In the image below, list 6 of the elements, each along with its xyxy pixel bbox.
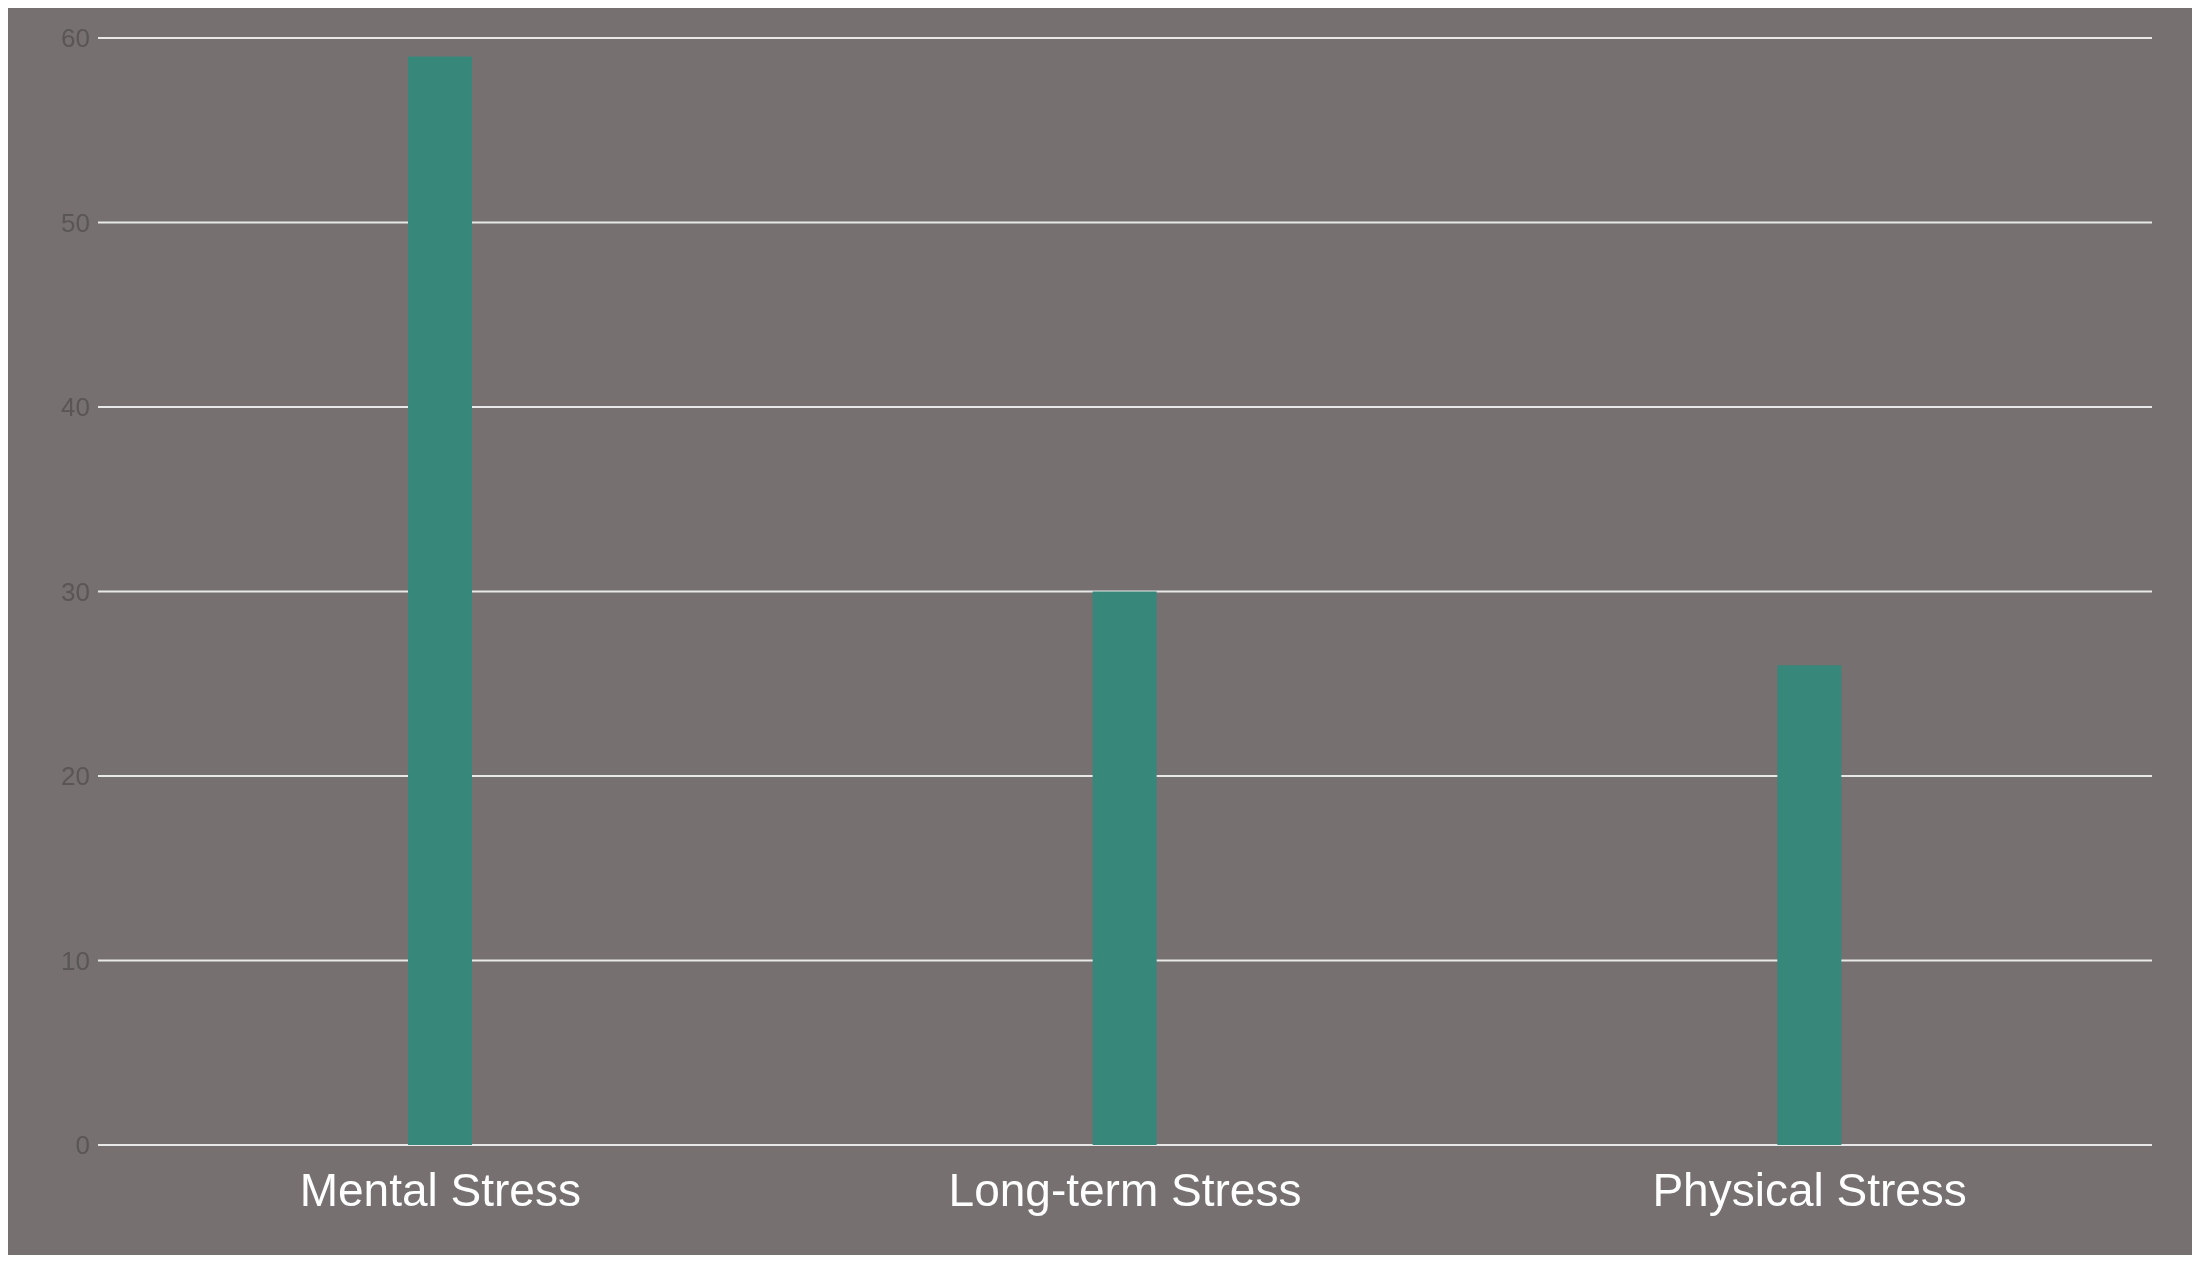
x-tick-label: Physical Stress — [1652, 1163, 1967, 1216]
x-tick-label: Long-term Stress — [948, 1163, 1302, 1216]
bar — [1777, 665, 1842, 1145]
x-tick-label: Mental Stress — [299, 1163, 581, 1216]
bar — [408, 56, 472, 1145]
bar — [1092, 591, 1157, 1145]
